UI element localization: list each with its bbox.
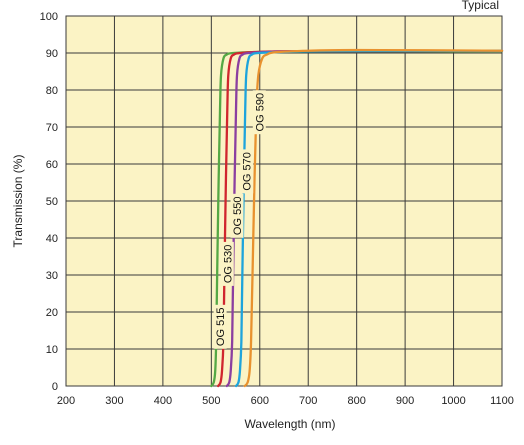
y-tick-label: 90: [46, 48, 58, 60]
x-tick-label: 700: [299, 395, 317, 407]
series-label-text: OG 590: [254, 93, 266, 132]
x-tick-label: 1000: [441, 395, 465, 407]
x-tick-label: 600: [251, 395, 269, 407]
typical-note: Typical: [462, 0, 499, 12]
series-label-text: OG 515: [215, 308, 227, 347]
series-label-background: [220, 241, 234, 286]
y-tick-label: 80: [46, 85, 58, 97]
series-label-background: [252, 90, 266, 135]
x-tick-label: 500: [202, 395, 220, 407]
grid: [65, 15, 503, 387]
curves: [210, 48, 504, 388]
series-label-og-515: OG 515: [213, 304, 227, 349]
series-label-og-530: OG 530: [220, 241, 234, 286]
series-label-og-590: OG 590: [252, 90, 266, 135]
y-tick-label: 10: [46, 344, 58, 356]
series-label-og-570: OG 570: [240, 149, 254, 194]
series-label-text: OG 570: [242, 152, 254, 191]
x-tick-label: 400: [154, 395, 172, 407]
x-tick-label: 900: [396, 395, 414, 407]
y-tick-label: 20: [46, 307, 58, 319]
curve-labels: OG 515 OG 530 OG 550 OG 570 OG 590: [213, 90, 266, 349]
x-tick-label: 1100: [490, 395, 514, 407]
y-tick-labels: 0 10 20 30 40 50 60 70 80 90 100: [40, 11, 58, 393]
series-label-og-550: OG 550: [230, 193, 244, 238]
series-label-text: OG 530: [222, 245, 234, 284]
y-tick-label: 30: [46, 270, 58, 282]
x-tick-label: 200: [57, 395, 75, 407]
series-line-og-590: [243, 48, 504, 388]
series-label-background: [230, 193, 244, 238]
x-tick-label: 800: [347, 395, 365, 407]
y-tick-label: 70: [46, 122, 58, 134]
y-tick-label: 0: [52, 381, 58, 393]
x-tick-labels: 200 300 400 500 600 700 800 900 1000 1100: [57, 395, 514, 407]
y-axis-title: Transmission (%): [11, 155, 25, 248]
series-label-background: [213, 304, 227, 349]
series-label-text: OG 550: [232, 197, 244, 236]
y-tick-label: 50: [46, 196, 58, 208]
y-tick-label: 100: [40, 11, 58, 23]
x-tick-label: 300: [105, 395, 123, 407]
y-tick-label: 40: [46, 233, 58, 245]
x-axis-title: Wavelength (nm): [245, 417, 336, 431]
y-tick-label: 60: [46, 159, 58, 171]
series-label-background: [240, 149, 254, 194]
